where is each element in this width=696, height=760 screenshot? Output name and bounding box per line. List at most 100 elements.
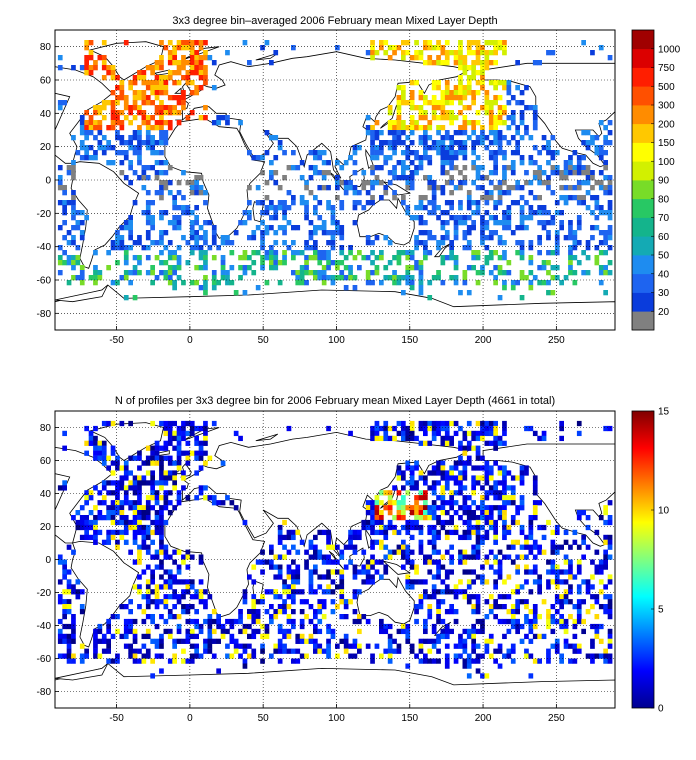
- data-cell: [418, 125, 424, 131]
- data-cell: [502, 470, 507, 476]
- data-cell: [466, 594, 472, 600]
- data-cell: [471, 658, 476, 664]
- data-cell: [475, 200, 481, 206]
- data-cell: [93, 155, 98, 161]
- data-cell: [409, 648, 415, 654]
- data-cell: [475, 643, 481, 649]
- data-cell: [128, 480, 133, 486]
- data-cell: [308, 633, 314, 640]
- data-cell: [418, 90, 424, 96]
- data-cell: [502, 175, 507, 181]
- data-cell: [97, 55, 103, 61]
- data-cell: [71, 170, 76, 176]
- data-cell: [502, 500, 507, 506]
- data-cell: [462, 125, 468, 131]
- data-cell: [594, 180, 600, 186]
- data-cell: [431, 594, 437, 600]
- data-cell: [115, 280, 120, 286]
- data-cell: [119, 420, 125, 427]
- data-cell: [123, 255, 129, 261]
- data-cell: [225, 235, 230, 241]
- data-cell: [480, 125, 485, 131]
- data-cell: [392, 515, 397, 521]
- data-cell: [471, 140, 476, 146]
- data-cell: [497, 515, 503, 521]
- data-cell: [211, 270, 217, 276]
- data-cell: [466, 519, 472, 526]
- data-cell: [607, 120, 613, 126]
- data-cell: [493, 435, 498, 442]
- data-cell: [401, 290, 406, 296]
- data-cell: [163, 275, 169, 281]
- data-cell: [458, 549, 463, 555]
- colorbar-tick-label: 70: [658, 213, 670, 224]
- data-cell: [194, 205, 199, 211]
- data-cell: [506, 554, 512, 560]
- data-cell: [436, 125, 441, 131]
- data-cell: [427, 554, 433, 560]
- data-cell: [550, 569, 556, 575]
- data-cell: [418, 220, 424, 226]
- data-cell: [128, 110, 133, 116]
- data-cell: [444, 663, 450, 669]
- data-cell: [110, 500, 116, 506]
- data-cell: [462, 180, 468, 186]
- data-cell: [484, 505, 490, 511]
- data-cell: [62, 200, 67, 206]
- data-cell: [423, 589, 428, 595]
- data-cell: [444, 115, 450, 121]
- data-cell: [370, 515, 375, 521]
- data-cell: [392, 195, 397, 201]
- data-cell: [370, 270, 375, 276]
- data-cell: [132, 500, 138, 506]
- data-cell: [387, 130, 393, 136]
- data-cell: [207, 455, 213, 461]
- data-cell: [418, 475, 424, 481]
- data-cell: [488, 215, 494, 221]
- data-cell: [145, 125, 151, 131]
- data-cell: [414, 245, 419, 251]
- data-cell: [110, 65, 116, 71]
- continent-outline: [54, 284, 616, 331]
- data-cell: [137, 450, 142, 456]
- data-cell: [97, 510, 103, 516]
- data-cell: [405, 265, 411, 271]
- data-cell: [203, 260, 208, 266]
- data-cell: [181, 604, 186, 610]
- data-cell: [488, 524, 494, 531]
- data-cell: [387, 524, 393, 531]
- data-cell: [304, 260, 309, 266]
- data-cell: [493, 614, 498, 620]
- data-cell: [264, 255, 270, 261]
- data-cell: [506, 210, 512, 216]
- data-cell: [145, 589, 151, 595]
- data-cell: [488, 594, 494, 600]
- data-cell: [286, 614, 292, 620]
- data-cell: [145, 599, 151, 605]
- data-cell: [57, 260, 63, 266]
- data-cell: [189, 618, 195, 625]
- data-cell: [75, 255, 81, 261]
- x-tick-label: 0: [187, 713, 193, 724]
- data-cell: [194, 40, 199, 46]
- data-cell: [392, 150, 397, 156]
- data-cell: [423, 140, 428, 146]
- data-cell: [176, 110, 182, 116]
- data-cell: [396, 105, 402, 111]
- data-cell: [264, 205, 270, 211]
- data-cell: [414, 653, 419, 659]
- data-cell: [488, 505, 494, 511]
- data-cell: [304, 245, 309, 251]
- colorbar-swatch: [632, 86, 654, 106]
- data-cell: [449, 435, 454, 442]
- data-cell: [466, 135, 472, 141]
- data-cell: [392, 130, 397, 136]
- data-cell: [436, 505, 441, 511]
- data-cell: [524, 633, 529, 640]
- data-cell: [488, 40, 494, 46]
- data-cell: [590, 623, 595, 630]
- data-cell: [176, 190, 182, 196]
- data-cell: [431, 100, 437, 106]
- data-cell: [374, 435, 380, 442]
- data-cell: [471, 579, 476, 585]
